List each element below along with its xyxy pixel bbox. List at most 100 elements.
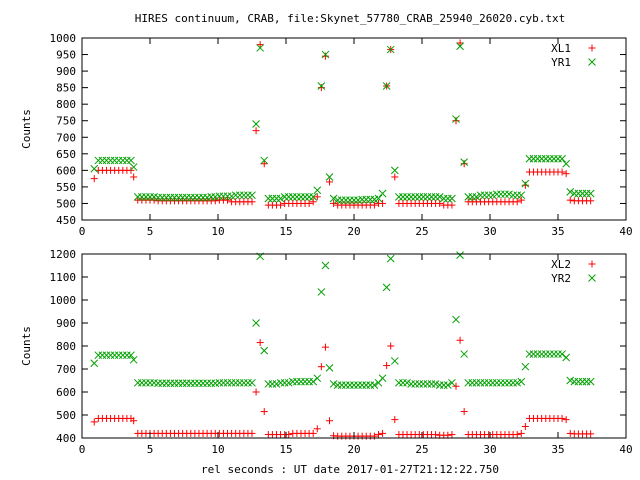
data-point bbox=[517, 377, 526, 386]
data-point bbox=[293, 192, 301, 201]
data-point bbox=[321, 52, 329, 60]
data-point bbox=[123, 351, 131, 360]
data-point bbox=[297, 192, 305, 201]
data-point bbox=[525, 350, 534, 358]
data-point bbox=[390, 166, 399, 175]
x-tick-label: 40 bbox=[619, 225, 632, 238]
data-point bbox=[277, 201, 285, 209]
data-point bbox=[358, 381, 367, 389]
data-point bbox=[248, 378, 256, 387]
x-tick-label: 5 bbox=[147, 225, 154, 238]
data-point bbox=[460, 158, 469, 166]
data-point bbox=[252, 120, 260, 128]
data-point bbox=[211, 197, 219, 205]
data-point bbox=[517, 196, 525, 204]
data-point bbox=[284, 192, 293, 201]
data-point bbox=[521, 181, 529, 189]
data-point bbox=[256, 339, 264, 347]
data-point bbox=[280, 378, 289, 387]
data-point bbox=[439, 381, 448, 389]
data-point bbox=[106, 156, 115, 165]
series-yr2 bbox=[90, 251, 595, 389]
data-point bbox=[472, 378, 481, 387]
data-point bbox=[129, 163, 138, 171]
data-point bbox=[558, 168, 566, 176]
data-point bbox=[313, 374, 322, 383]
data-point bbox=[521, 423, 529, 430]
bottom-panel: Counts 400 500 600 700 800 900 1000 1100 1200 0 5 1… bbox=[20, 248, 633, 456]
data-point bbox=[239, 191, 248, 200]
data-point bbox=[130, 417, 138, 425]
data-point bbox=[513, 431, 521, 439]
data-point bbox=[102, 351, 111, 360]
data-point bbox=[488, 378, 497, 387]
data-point bbox=[399, 192, 407, 201]
data-point bbox=[90, 359, 99, 368]
data-point bbox=[118, 351, 127, 360]
x-tick-label: 35 bbox=[551, 225, 564, 238]
data-point bbox=[566, 188, 575, 196]
y-tick-label: 550 bbox=[56, 181, 76, 194]
data-point bbox=[407, 192, 415, 201]
data-point bbox=[166, 379, 175, 388]
data-point bbox=[305, 199, 313, 207]
data-point bbox=[545, 154, 554, 163]
data-point bbox=[472, 192, 481, 201]
data-point bbox=[102, 156, 111, 165]
data-point bbox=[379, 199, 387, 207]
data-point bbox=[297, 377, 305, 386]
data-point bbox=[162, 379, 171, 388]
data-point bbox=[248, 191, 256, 200]
legend-marker-xl1 bbox=[588, 44, 596, 52]
data-point bbox=[98, 156, 107, 165]
data-point bbox=[174, 379, 183, 388]
data-point bbox=[215, 378, 224, 387]
data-point bbox=[90, 175, 98, 183]
bottom-panel-ticks: 400 500 600 700 800 900 1000 1100 1200 0 5 10 15 20 25… bbox=[50, 248, 633, 456]
data-point bbox=[321, 50, 330, 59]
data-point bbox=[468, 378, 477, 387]
data-point bbox=[114, 351, 123, 360]
data-point bbox=[366, 381, 375, 389]
legend-label-yr2: YR2 bbox=[551, 272, 571, 285]
data-point bbox=[142, 378, 150, 387]
legend-label-yr1: YR1 bbox=[551, 56, 571, 69]
data-point bbox=[562, 416, 570, 424]
y-tick-label: 950 bbox=[56, 49, 76, 62]
data-point bbox=[260, 346, 269, 355]
y-tick-label: 900 bbox=[56, 317, 76, 330]
data-point bbox=[525, 154, 534, 163]
data-point bbox=[127, 156, 135, 165]
x-tick-label: 0 bbox=[79, 225, 86, 238]
data-point bbox=[129, 355, 138, 364]
data-point bbox=[305, 377, 313, 386]
data-point bbox=[195, 379, 203, 388]
data-point bbox=[456, 251, 464, 260]
y-tick-label: 1000 bbox=[50, 294, 77, 307]
data-point bbox=[382, 82, 391, 90]
data-point bbox=[448, 201, 456, 209]
y-tick-label: 650 bbox=[56, 148, 76, 161]
data-point bbox=[448, 378, 456, 387]
y-tick-label: 600 bbox=[56, 164, 76, 177]
data-point bbox=[403, 192, 411, 201]
data-point bbox=[313, 425, 321, 433]
data-point bbox=[419, 192, 428, 201]
data-point bbox=[118, 156, 127, 165]
data-point bbox=[301, 192, 309, 201]
data-point bbox=[330, 199, 338, 207]
data-point bbox=[260, 408, 268, 416]
data-point bbox=[484, 191, 493, 200]
data-point bbox=[90, 164, 99, 173]
data-point bbox=[252, 388, 260, 396]
data-point bbox=[497, 190, 505, 199]
data-point bbox=[574, 377, 583, 386]
data-point bbox=[566, 196, 574, 204]
series-yr1 bbox=[90, 42, 595, 204]
data-point bbox=[252, 127, 260, 135]
data-point bbox=[492, 378, 501, 387]
data-point bbox=[248, 429, 256, 437]
data-point bbox=[219, 378, 228, 387]
data-point bbox=[554, 154, 562, 163]
